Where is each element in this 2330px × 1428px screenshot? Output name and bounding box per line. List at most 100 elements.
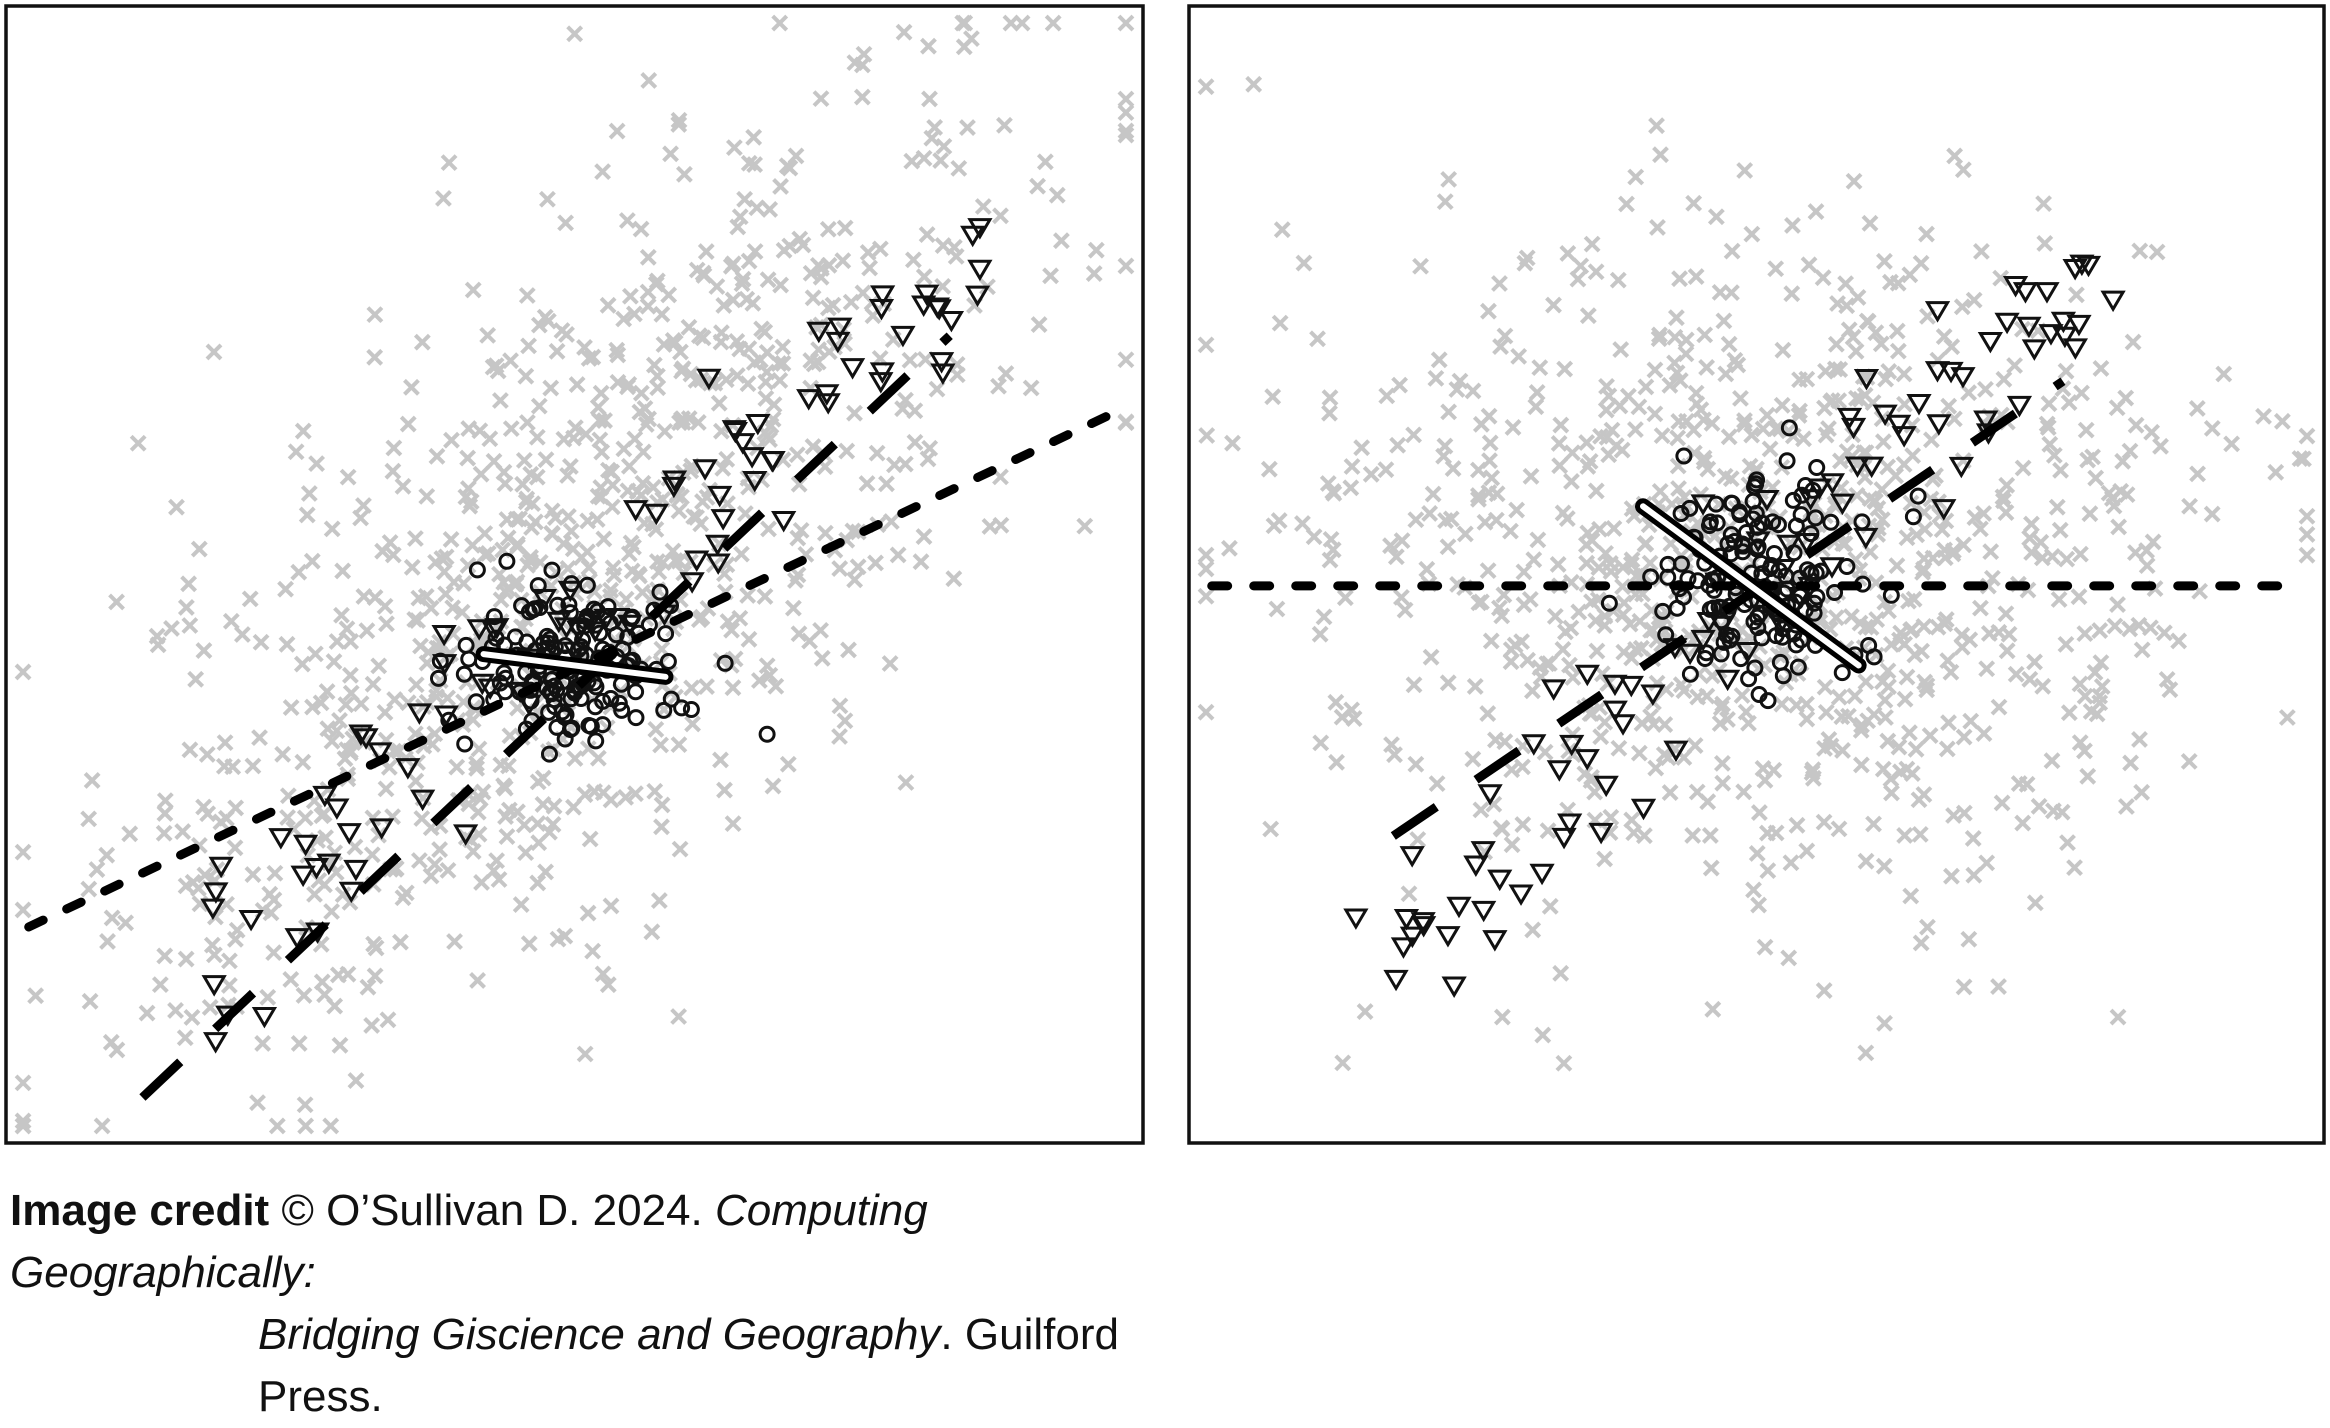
x-point [914, 555, 928, 569]
x-point [930, 382, 944, 396]
x-point [1598, 715, 1612, 729]
x-point [1560, 512, 1574, 526]
x-point [444, 433, 458, 447]
x-point [934, 154, 948, 168]
x-point [917, 270, 931, 284]
x-point [517, 818, 531, 832]
x-point [437, 565, 451, 579]
x-point [1923, 729, 1937, 743]
circle-point [459, 638, 473, 652]
x-point [365, 848, 379, 862]
x-point [500, 830, 514, 844]
x-point [1984, 545, 1998, 559]
x-point [261, 990, 275, 1004]
x-point [401, 696, 415, 710]
x-point [1632, 400, 1646, 414]
x-point [2150, 245, 2164, 259]
x-point [1898, 828, 1912, 842]
x-point [1564, 474, 1578, 488]
x-point [2083, 507, 2097, 521]
x-point [1423, 506, 1437, 520]
x-point [405, 560, 419, 574]
x-point [519, 369, 533, 383]
x-point [1962, 932, 1976, 946]
triangle-point [2103, 292, 2123, 309]
x-point [905, 154, 919, 168]
x-point [197, 644, 211, 658]
x-point [1713, 285, 1727, 299]
x-point [1004, 16, 1018, 30]
x-point [564, 524, 578, 538]
x-point [1031, 179, 1045, 193]
x-point [1551, 557, 1565, 571]
x-point [2045, 754, 2059, 768]
x-point [622, 459, 636, 473]
x-point [568, 27, 582, 41]
x-point [672, 738, 686, 752]
x-point [1046, 16, 1060, 30]
x-point [1973, 601, 1987, 615]
x-point [360, 624, 374, 638]
x-point [243, 592, 257, 606]
x-point [1411, 832, 1425, 846]
x-point [540, 192, 554, 206]
circle-point [1683, 667, 1697, 681]
image-credit-caption: Image credit © O’Sullivan D. 2024. Compu… [10, 1180, 1130, 1428]
x-point [920, 228, 934, 242]
x-point [1878, 710, 1892, 724]
x-point [1924, 433, 1938, 447]
x-point [1199, 705, 1213, 719]
x-point [1530, 385, 1544, 399]
x-point [343, 668, 357, 682]
triangle-point [774, 513, 794, 530]
x-point [937, 139, 951, 153]
x-point [883, 657, 897, 671]
x-point [1722, 337, 1736, 351]
x-point [1867, 817, 1881, 831]
x-point [1956, 163, 1970, 177]
x-point [1717, 314, 1731, 328]
x-point [648, 784, 662, 798]
x-point [1653, 148, 1667, 162]
circle-point [1742, 672, 1756, 686]
x-point [1409, 513, 1423, 527]
x-point [1760, 408, 1774, 422]
x-point [101, 934, 115, 948]
x-point [1619, 197, 1633, 211]
x-point [1700, 360, 1714, 374]
x-point [192, 542, 206, 556]
x-point [1119, 106, 1133, 120]
x-point [183, 619, 197, 633]
x-point [296, 755, 310, 769]
x-point [1484, 634, 1498, 648]
x-point [1881, 460, 1895, 474]
x-point [325, 905, 339, 919]
x-point [1653, 484, 1667, 498]
x-point [581, 906, 595, 920]
x-point [2062, 706, 2076, 720]
x-point [591, 751, 605, 765]
x-point [2045, 549, 2059, 563]
x-point [1839, 277, 1853, 291]
x-point [1898, 397, 1912, 411]
x-point [1775, 697, 1789, 711]
x-point [1344, 481, 1358, 495]
x-point [1698, 328, 1712, 342]
x-point [2037, 197, 2051, 211]
x-point [1407, 428, 1421, 442]
x-point [1481, 304, 1495, 318]
x-point [1533, 361, 1547, 375]
x-point [821, 222, 835, 236]
x-point [365, 1018, 379, 1032]
x-point [1323, 391, 1337, 405]
x-point [1594, 730, 1608, 744]
x-point [530, 430, 544, 444]
x-point [879, 477, 893, 491]
x-point [838, 714, 852, 728]
x-point [2126, 335, 2140, 349]
x-point [387, 441, 401, 455]
triangle-point [843, 360, 863, 377]
x-point [531, 775, 545, 789]
x-point [591, 400, 605, 414]
x-point [1715, 756, 1729, 770]
